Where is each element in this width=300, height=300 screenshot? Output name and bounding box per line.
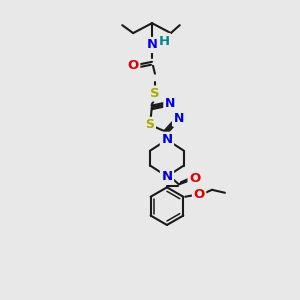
- Text: O: O: [194, 188, 205, 201]
- Text: N: N: [165, 97, 175, 110]
- Text: N: N: [173, 112, 184, 125]
- Text: S: S: [150, 87, 160, 100]
- Text: H: H: [158, 34, 169, 47]
- Text: N: N: [161, 170, 172, 183]
- Text: O: O: [128, 59, 139, 72]
- Text: N: N: [161, 133, 172, 146]
- Text: N: N: [146, 38, 158, 52]
- Text: S: S: [146, 118, 154, 131]
- Text: O: O: [189, 172, 200, 185]
